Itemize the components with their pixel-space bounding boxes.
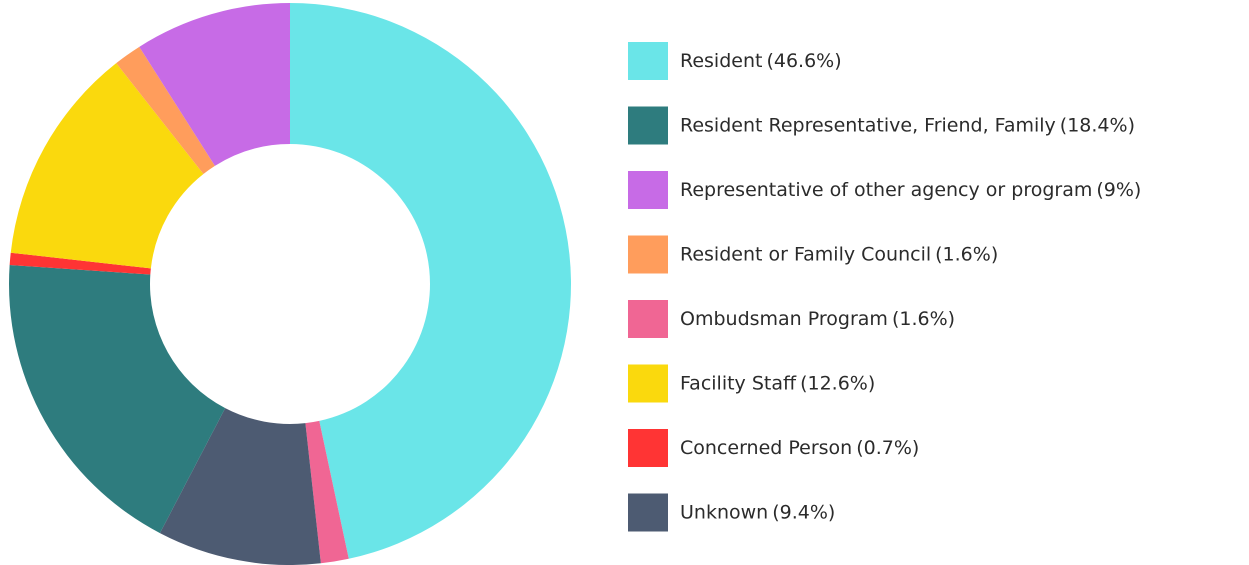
legend-name: Concerned Person (680, 437, 852, 459)
legend-label: Ombudsman Program (1.6%) (680, 308, 955, 330)
legend-swatch (628, 235, 668, 274)
legend-label: Concerned Person (0.7%) (680, 437, 919, 459)
legend-name: Resident Representative, Friend, Family (680, 114, 1056, 136)
legend-value: (18.4%) (1060, 114, 1135, 136)
legend-swatch (628, 493, 668, 532)
legend-swatch (628, 106, 668, 145)
legend-label: Unknown (9.4%) (680, 501, 835, 523)
legend-label: Facility Staff (12.6%) (680, 372, 875, 394)
legend-value: (0.7%) (856, 437, 919, 459)
slice (290, 3, 571, 559)
legend-label: Resident (46.6%) (680, 50, 842, 72)
legend-swatch (628, 429, 668, 467)
legend-name: Resident or Family Council (680, 243, 931, 265)
legend-label: Resident Representative, Friend, Family(… (680, 114, 1135, 136)
slice (9, 252, 151, 275)
slice (10, 63, 204, 269)
legend-swatch (628, 300, 668, 338)
slice (305, 420, 349, 564)
legend-value: (9%) (1096, 179, 1141, 201)
legend-name: Unknown (680, 501, 768, 523)
legend-name: Ombudsman Program (680, 308, 888, 330)
legend-value: (46.6%) (766, 50, 841, 72)
legend-swatch (628, 364, 668, 403)
legend-name: Resident (680, 50, 762, 72)
slice (9, 265, 226, 534)
legend-label: Resident or Family Council (1.6%) (680, 243, 998, 265)
legend-swatch (628, 171, 668, 209)
legend-swatch (628, 42, 668, 80)
slice (159, 408, 321, 565)
legend-value: (1.6%) (935, 243, 998, 265)
legend-value: (9.4%) (772, 501, 835, 523)
slice (139, 3, 290, 166)
slice (116, 46, 215, 174)
legend-name: Facility Staff (680, 372, 797, 394)
legend-name: Representative of other agency or progra… (680, 179, 1092, 201)
legend-value: (1.6%) (892, 308, 955, 330)
legend-label: Representative of other agency or progra… (680, 179, 1141, 201)
legend-value: (12.6%) (800, 372, 875, 394)
